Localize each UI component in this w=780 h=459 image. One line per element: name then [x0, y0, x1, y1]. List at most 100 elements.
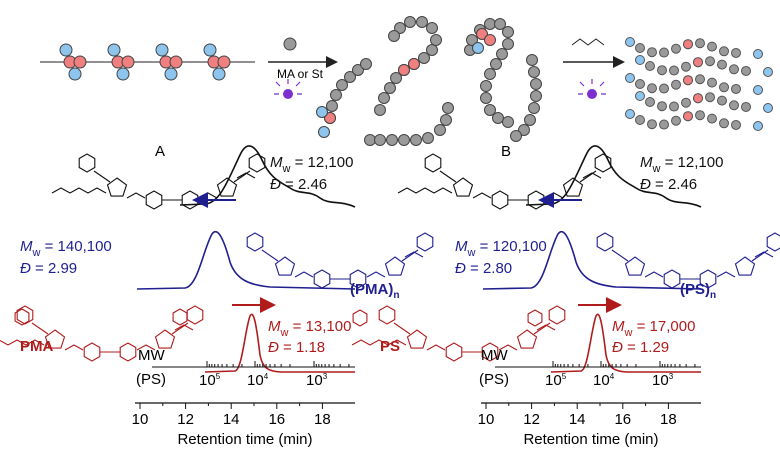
mw-tick-label: 103: [652, 372, 674, 389]
bond: [51, 187, 107, 194]
bond: [404, 251, 424, 258]
bead-gray: [496, 48, 508, 60]
bead-gray: [422, 132, 434, 144]
bead-gray: [717, 59, 727, 70]
bead-gray: [434, 124, 446, 136]
bead-gray: [671, 43, 681, 54]
bead-blue: [472, 42, 484, 54]
bead-gray: [416, 16, 428, 28]
bead-gray: [384, 82, 396, 94]
bond: [174, 324, 194, 331]
text-part: M: [270, 154, 283, 171]
dispersity-label: Đ = 2.46: [270, 176, 327, 193]
bead-gray: [404, 16, 416, 28]
bead-gray: [440, 114, 452, 126]
imide-ring: [106, 177, 128, 197]
mw-label: Mw = 12,100: [640, 154, 723, 175]
polymer-label: (PMA)n: [350, 281, 399, 301]
bead-pink: [398, 64, 410, 76]
lamp-icon: [274, 79, 302, 99]
bead-gray: [530, 90, 542, 102]
gpc-trace: [179, 145, 356, 208]
bead-gray: [647, 119, 657, 130]
lamp-icon: [578, 79, 606, 99]
ring: [181, 190, 199, 210]
bond: [426, 344, 446, 351]
bead-blue: [625, 37, 635, 47]
bead-blue: [635, 91, 645, 101]
bead-gray: [510, 130, 522, 142]
bead-gray: [729, 64, 739, 75]
ring: [766, 232, 780, 252]
bead-gray: [669, 101, 679, 112]
mw-label: Mw = 17,000: [612, 318, 695, 339]
bead-gray: [741, 101, 751, 112]
bead-gray: [442, 102, 454, 114]
bead-gray: [426, 22, 438, 34]
dispersity-label: Đ = 2.80: [455, 260, 512, 277]
bead-gray: [705, 56, 715, 67]
bead-gray: [635, 43, 645, 53]
bead-gray: [657, 65, 667, 76]
bead-pink: [683, 39, 693, 50]
text-part: 10: [199, 372, 216, 389]
bead-gray: [659, 119, 669, 130]
monomer-label: PMA: [20, 338, 54, 355]
bead-blue: [318, 126, 330, 138]
panel-label: A: [155, 143, 165, 160]
ring: [186, 305, 204, 325]
bead-gray: [430, 34, 442, 46]
ring: [527, 309, 543, 327]
text-part: w: [652, 163, 661, 175]
text-part: = 2.80: [466, 260, 512, 277]
mw-label: Mw = 120,100: [455, 238, 547, 259]
bead-pink: [693, 57, 703, 68]
dispersity-label: Đ = 1.18: [268, 339, 325, 356]
text-part: (PS): [680, 281, 710, 298]
bead-blue: [107, 43, 121, 57]
bead-gray: [502, 26, 514, 38]
text-part: M: [612, 318, 625, 335]
bead-pink: [217, 55, 231, 69]
text-part: (PMA): [350, 281, 393, 298]
mw-axis-subtitle: (PS): [479, 371, 509, 388]
bead-gray: [378, 92, 390, 104]
bead-pink: [683, 111, 693, 122]
text-part: Đ: [268, 339, 279, 356]
bead-gray: [530, 78, 542, 90]
bond: [582, 172, 602, 179]
bond: [0, 339, 45, 346]
bead-gray: [364, 134, 376, 146]
bead-gray: [352, 64, 364, 76]
bead-gray: [386, 134, 398, 146]
text-part: = 17,000: [632, 318, 695, 335]
ring: [313, 269, 331, 289]
bead-blue: [155, 43, 169, 57]
gpc-trace: [136, 231, 356, 290]
text-part: = 2.46: [651, 176, 697, 193]
bead-gray: [669, 65, 679, 76]
text-part: = 2.46: [281, 176, 327, 193]
bead-gray: [647, 83, 657, 94]
bead-gray: [398, 134, 410, 146]
mw-axis-title: MW: [481, 347, 508, 364]
reagent-label: MA or St: [277, 67, 324, 81]
ring: [663, 269, 681, 289]
bead-gray: [729, 100, 739, 111]
bead-gray: [528, 102, 540, 114]
bond: [366, 271, 386, 278]
ring: [445, 342, 463, 362]
bead-blue: [164, 67, 178, 81]
bead-gray: [480, 80, 492, 92]
bond: [351, 339, 407, 346]
bead-pink: [683, 75, 693, 86]
text-part: Đ: [20, 260, 31, 277]
rt-tick-label: 16: [268, 411, 285, 428]
dispersity-label: Đ = 1.29: [612, 339, 669, 356]
monomer-bead: [283, 37, 297, 51]
bond: [393, 322, 551, 353]
bead-blue: [316, 106, 328, 118]
text-part: = 12,100: [660, 154, 723, 171]
rt-tick-label: 18: [660, 411, 677, 428]
mw-tick-label: 103: [306, 372, 328, 389]
